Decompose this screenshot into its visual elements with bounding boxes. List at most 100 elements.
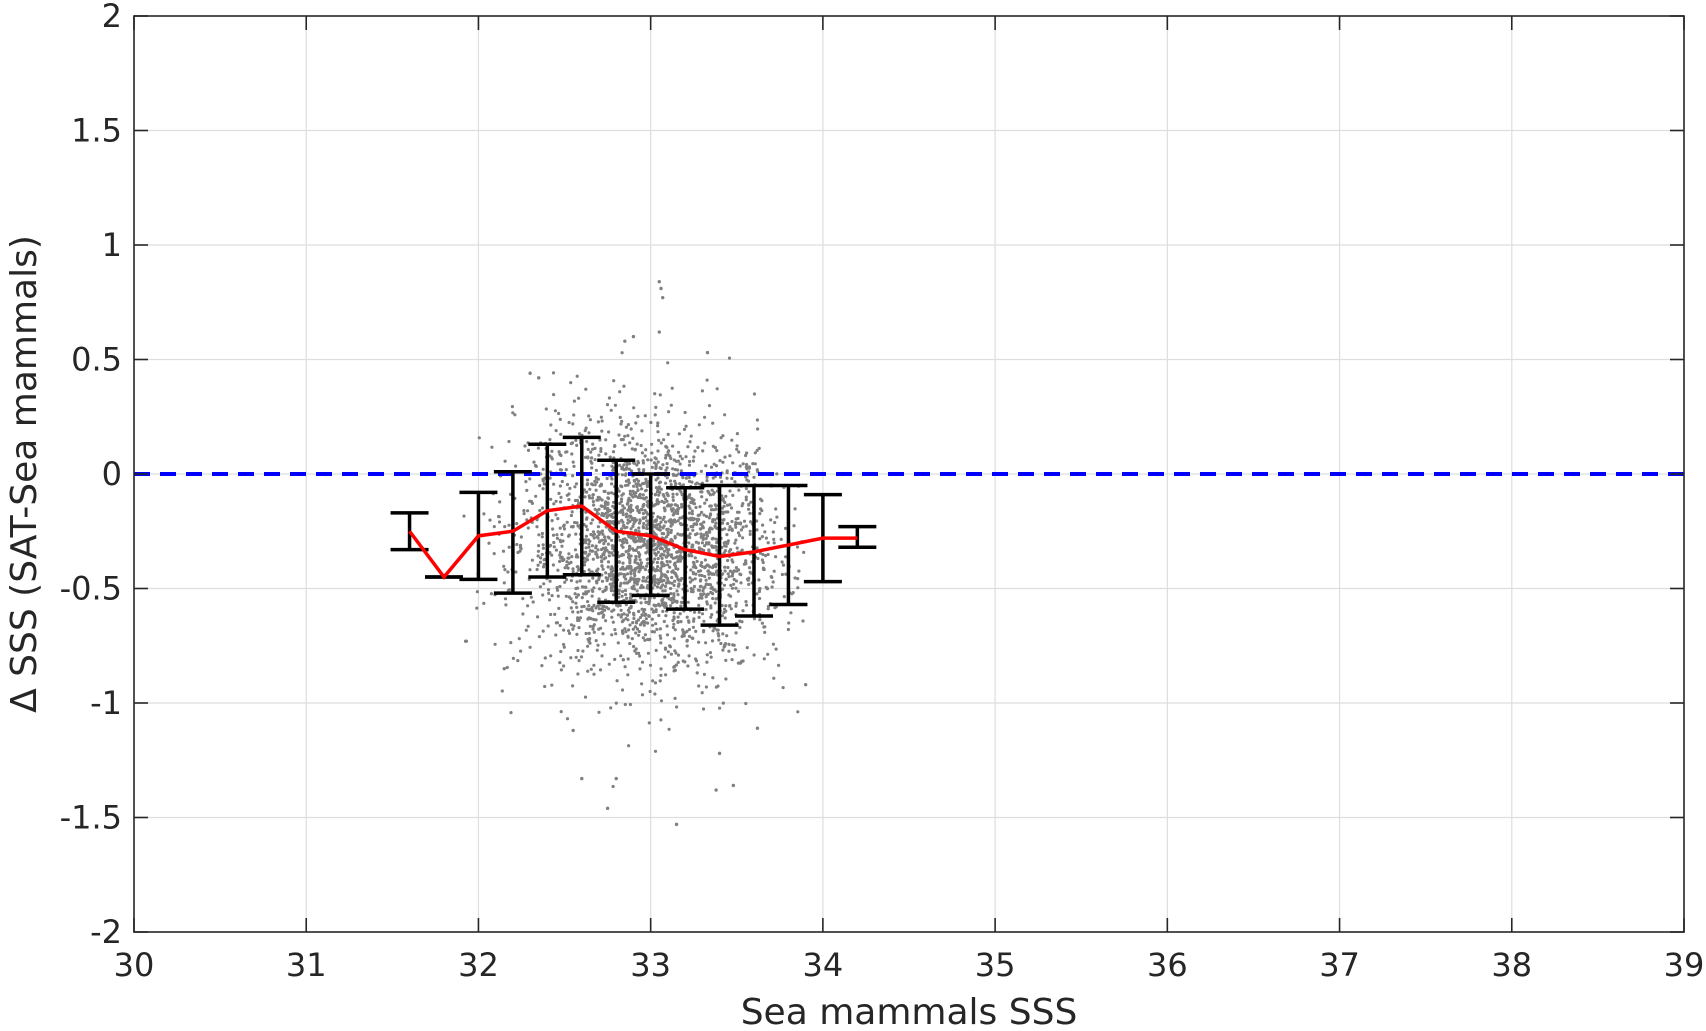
scatter-point (621, 618, 626, 622)
scatter-point (638, 623, 643, 627)
scatter-point (766, 541, 770, 545)
scatter-point (617, 520, 621, 524)
scatter-point (627, 478, 631, 482)
scatter-point (641, 516, 645, 520)
scatter-point (560, 479, 564, 484)
scatter-point (658, 525, 662, 529)
scatter-point (625, 566, 629, 570)
scatter-point (726, 565, 730, 570)
scatter-point (669, 553, 674, 557)
scatter-point (711, 596, 715, 601)
scatter-point (685, 629, 689, 634)
scatter-point (711, 444, 715, 448)
scatter-point (663, 509, 667, 513)
scatter-point (624, 593, 628, 597)
scatter-point (578, 616, 583, 620)
scatter-point (673, 649, 677, 653)
scatter-point (629, 507, 633, 511)
scatter-point (587, 631, 591, 636)
scatter-point (623, 443, 627, 447)
scatter-point (576, 672, 580, 676)
scatter-point (598, 438, 602, 442)
scatter-point (644, 617, 648, 621)
scatter-point (691, 459, 696, 463)
scatter-point (686, 664, 690, 668)
scatter-point (571, 684, 575, 688)
scatter-point (528, 568, 532, 572)
scatter-point (600, 419, 604, 423)
scatter-point (507, 545, 511, 549)
scatter-point (725, 476, 729, 480)
scatter-point (749, 500, 753, 504)
scatter-point (607, 396, 612, 400)
scatter-point (610, 585, 614, 589)
scatter-point (664, 468, 668, 472)
scatter-point (625, 525, 629, 529)
scatter-point (593, 458, 597, 462)
scatter-point (542, 562, 546, 566)
scatter-point (571, 728, 575, 733)
scatter-point (679, 469, 684, 473)
scatter-point (626, 501, 630, 505)
scatter-point (679, 620, 683, 624)
scatter-point (620, 419, 624, 423)
scatter-point (774, 555, 778, 559)
scatter-point (540, 531, 545, 536)
scatter-point (610, 633, 614, 637)
scatter-point (687, 463, 692, 467)
scatter-point (655, 585, 660, 589)
scatter-point (634, 518, 639, 522)
scatter-point (586, 589, 591, 593)
scatter-point (652, 539, 656, 543)
scatter-point (600, 579, 605, 583)
scatter-point (675, 550, 679, 554)
scatter-point (616, 604, 620, 608)
y-tick-label: -2 (90, 913, 122, 951)
scatter-point (659, 699, 664, 703)
scatter-point (610, 615, 614, 619)
scatter-point (565, 520, 569, 524)
scatter-point (626, 521, 630, 525)
scatter-point (577, 396, 581, 400)
scatter-point (619, 615, 623, 619)
scatter-point (629, 503, 633, 507)
scatter-point (689, 434, 693, 438)
scatter-point (646, 539, 650, 543)
scatter-point (658, 627, 663, 631)
scatter-point (555, 588, 560, 592)
scatter-point (617, 560, 622, 564)
scatter-point (671, 498, 675, 502)
scatter-point (565, 616, 569, 621)
scatter-point (635, 485, 639, 489)
scatter-point (562, 628, 566, 632)
scatter-point (688, 532, 692, 536)
scatter-point (629, 499, 633, 503)
scatter-point (699, 469, 704, 473)
scatter-point (605, 515, 609, 520)
scatter-point (511, 656, 515, 661)
scatter-point (651, 679, 655, 683)
scatter-point (628, 642, 632, 646)
scatter-point (585, 478, 590, 482)
scatter-point (497, 520, 502, 524)
scatter-point (594, 606, 598, 610)
scatter-point (574, 595, 579, 599)
scatter-point (666, 530, 670, 535)
scatter-point (530, 558, 535, 562)
scatter-point (679, 578, 683, 583)
scatter-point (629, 427, 633, 431)
scatter-point (607, 572, 611, 576)
scatter-point (552, 482, 556, 486)
scatter-point (747, 566, 752, 570)
scatter-point (655, 568, 659, 572)
scatter-point (643, 454, 647, 458)
scatter-point (711, 536, 715, 541)
scatter-point (557, 411, 561, 416)
scatter-point (561, 558, 565, 563)
scatter-point (666, 570, 670, 574)
scatter-point (698, 482, 702, 486)
scatter-point (575, 521, 579, 525)
scatter-point (624, 630, 628, 634)
scatter-point (691, 518, 695, 522)
